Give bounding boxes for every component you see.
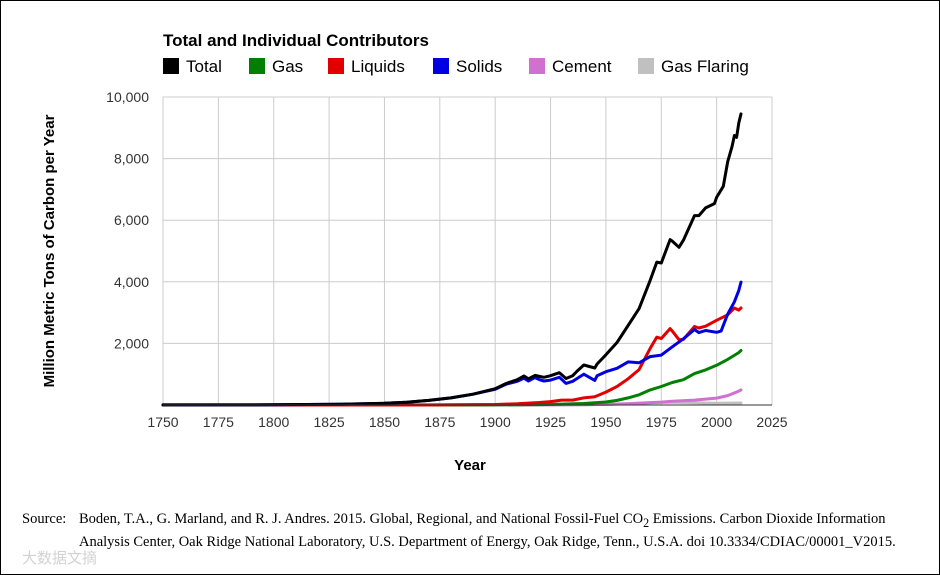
chart: Total and Individual Contributors Total G… <box>41 31 788 474</box>
x-axis-label: Year <box>454 457 486 474</box>
source-text-part2: Emissions. Carbon Dioxide Information An… <box>79 511 896 550</box>
series-line-cement <box>161 388 743 407</box>
watermark: 大数据文摘 <box>22 549 98 567</box>
x-tick-label: 1925 <box>535 414 566 430</box>
x-tick-label: 1975 <box>646 414 677 430</box>
x-tick-label: 1900 <box>480 414 511 430</box>
x-tick-label: 1950 <box>590 414 621 430</box>
legend-item-cement: Cement <box>529 57 612 76</box>
x-tick-label: 1875 <box>424 414 455 430</box>
source-text: Boden, T.A., G. Marland, and R. J. Andre… <box>79 510 922 552</box>
legend-swatch <box>638 58 654 74</box>
x-tick-label: 1775 <box>203 414 234 430</box>
source-text-part1: Boden, T.A., G. Marland, and R. J. Andre… <box>79 511 644 527</box>
legend-label: Total <box>186 57 222 76</box>
y-tick-label: 4,000 <box>114 274 149 290</box>
source-subscript: 2 <box>643 515 650 530</box>
legend-label: Gas Flaring <box>661 57 749 76</box>
x-tick-label: 1800 <box>258 414 289 430</box>
legend-swatch <box>529 58 545 74</box>
series-line-liquids <box>161 306 743 407</box>
y-axis-ticks: 2,000 4,000 6,000 8,000 10,000 <box>106 89 149 351</box>
y-axis-label: Million Metric Tons of Carbon per Year <box>41 114 58 387</box>
x-tick-label: 2000 <box>701 414 732 430</box>
legend-item-gas-flaring: Gas Flaring <box>638 57 749 76</box>
legend-swatch <box>328 58 344 74</box>
legend-swatch <box>163 58 179 74</box>
legend-item-total: Total <box>163 57 222 76</box>
series-lines <box>161 112 743 407</box>
x-tick-label: 1750 <box>147 414 178 430</box>
chart-title: Total and Individual Contributors <box>163 31 429 50</box>
y-tick-label: 10,000 <box>106 89 149 105</box>
legend-label: Solids <box>456 57 502 76</box>
legend-swatch <box>433 58 449 74</box>
legend-item-gas: Gas <box>249 57 303 76</box>
y-tick-label: 6,000 <box>114 212 149 228</box>
legend-item-solids: Solids <box>433 57 502 76</box>
legend-label: Cement <box>552 57 612 76</box>
legend-swatch <box>249 58 265 74</box>
legend-label: Liquids <box>351 57 405 76</box>
x-tick-label: 1850 <box>369 414 400 430</box>
y-tick-label: 2,000 <box>114 335 149 351</box>
source-label: Source: <box>22 511 67 527</box>
series-line-total <box>161 112 743 407</box>
source-citation: Source: Boden, T.A., G. Marland, and R. … <box>22 510 922 552</box>
legend-item-liquids: Liquids <box>328 57 405 76</box>
x-axis-ticks: 1750 1775 1800 1825 1850 1875 1900 1925 1950 1975… <box>147 414 787 430</box>
legend: Total Gas Liquids Solids Cement Gas Flaring <box>163 57 749 76</box>
legend-label: Gas <box>272 57 303 76</box>
y-tick-label: 8,000 <box>114 151 149 167</box>
x-tick-label: 1825 <box>314 414 345 430</box>
x-tick-label: 2025 <box>756 414 787 430</box>
gridlines <box>162 96 773 405</box>
